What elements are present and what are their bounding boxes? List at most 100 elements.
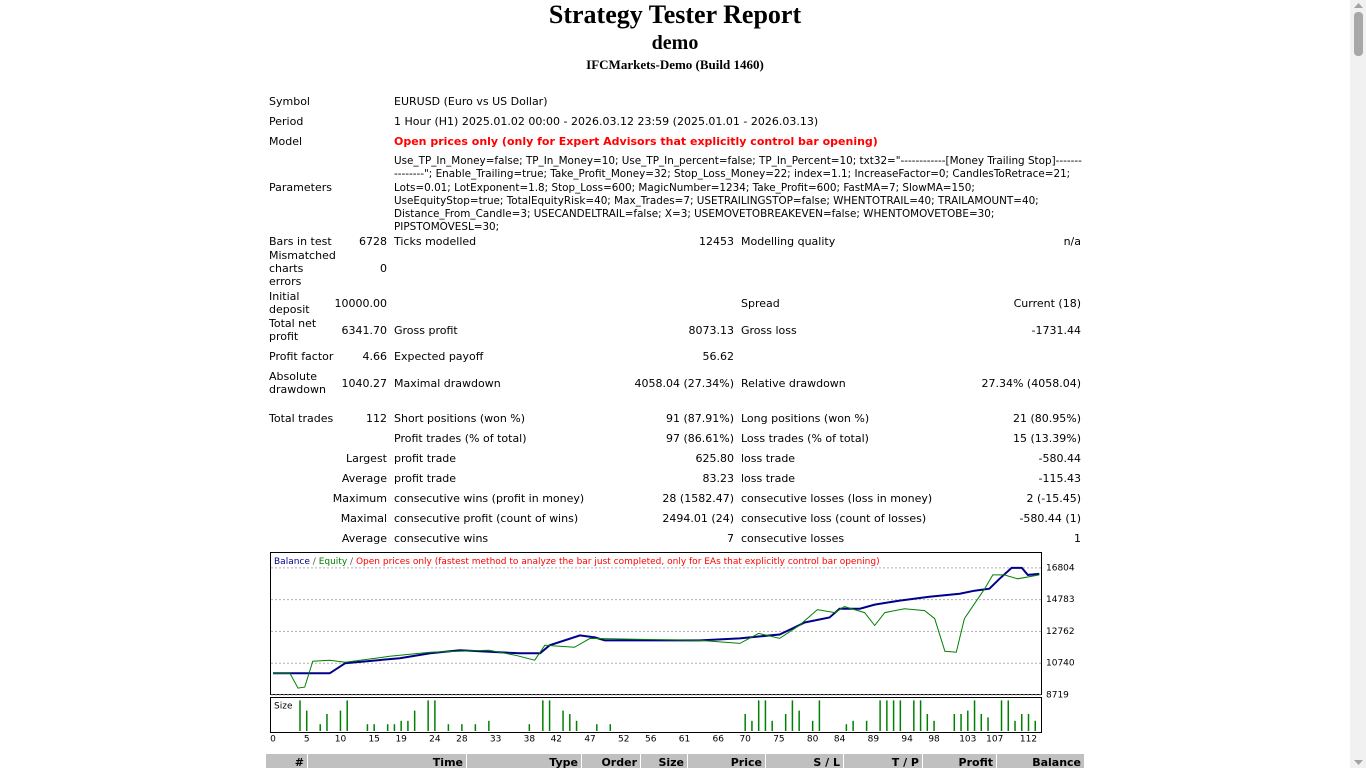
stat-label: Relative drawdown [741, 376, 846, 390]
server-name: IFCMarkets-Demo (Build 1460) [586, 57, 764, 72]
x-tick-label: 47 [584, 735, 595, 745]
stat-value: 83.23 [702, 471, 735, 485]
stat-value: Maximal [340, 511, 387, 525]
table-header-cell: S / L [766, 754, 844, 768]
table-header-cell: Balance [997, 754, 1085, 768]
setting-label: Symbol [269, 95, 310, 108]
setting-value: EURUSD (Euro vs US Dollar) [394, 95, 548, 108]
stat-value: 10000.00 [334, 296, 388, 310]
stat-label: Gross profit [394, 323, 458, 337]
stat-label: consecutive loss (count of losses) [741, 511, 927, 525]
x-tick-label: 103 [959, 735, 976, 745]
x-tick-label: 80 [807, 735, 819, 745]
chart-title: Size [274, 702, 293, 712]
stat-value: 6728 [359, 234, 387, 248]
stat-label: loss trade [741, 451, 796, 465]
stat-label: consecutive losses (loss in money) [741, 491, 933, 505]
report-title: Strategy Tester Report [548, 0, 802, 29]
x-tick-label: 98 [928, 735, 940, 745]
stat-label: Gross loss [741, 323, 797, 337]
setting-label: Parameters [269, 181, 332, 194]
stat-value: 97 (86.61%) [665, 431, 734, 445]
stat-value: Largest [346, 451, 387, 465]
stat-value: 0 [380, 261, 387, 275]
stat-value: 1040.27 [341, 376, 388, 390]
x-tick-label: 75 [773, 735, 784, 745]
stat-label: Mismatched charts errors [269, 248, 336, 288]
x-tick-label: 107 [986, 735, 1003, 745]
y-tick-label: 14783 [1046, 595, 1075, 605]
x-tick-label: 10 [335, 735, 347, 745]
stat-label: consecutive profit (count of wins) [394, 511, 579, 525]
x-tick-label: 38 [524, 735, 536, 745]
scrollbar-track[interactable] [1350, 0, 1366, 768]
stat-label: Spread [741, 296, 780, 310]
y-tick-label: 8719 [1046, 691, 1069, 701]
x-tick-label: 61 [679, 735, 690, 745]
x-tick-label: 0 [270, 735, 276, 745]
series-line [273, 574, 1040, 689]
legend-note: Open prices only (fastest method to anal… [356, 557, 880, 567]
stat-value: -580.44 (1) [1019, 511, 1081, 525]
x-tick-label: 66 [712, 735, 724, 745]
stat-label: Ticks modelled [394, 234, 477, 248]
stat-label: Modelling quality [741, 234, 836, 248]
stat-label: consecutive wins [394, 531, 489, 545]
scrollbar-thumb[interactable] [1354, 12, 1363, 56]
x-tick-label: 52 [618, 735, 629, 745]
stat-value: 15 (13.39%) [1012, 431, 1081, 445]
x-tick-label: 89 [868, 735, 880, 745]
table-header-cell: Time [308, 754, 467, 768]
stat-label: Bars in test [269, 234, 332, 248]
table-header-cell: Size [641, 754, 688, 768]
table-header-cell: T / P [844, 754, 923, 768]
stat-label: Loss trades (% of total) [741, 431, 869, 445]
setting-value: Use_TP_In_Money=false; TP_In_Money=10; U… [394, 155, 1082, 234]
x-tick-label: 112 [1020, 735, 1037, 745]
stat-value: 12453 [699, 234, 734, 248]
stat-label: consecutive losses [741, 531, 845, 545]
table-header-cell: # [266, 754, 308, 768]
stat-label: Maximal drawdown [394, 376, 501, 390]
stat-value: Average [341, 471, 387, 485]
stat-value: 2494.01 (24) [662, 511, 734, 525]
stat-value: n/a [1063, 234, 1081, 248]
stat-label: Profit trades (% of total) [394, 431, 527, 445]
stat-label: consecutive wins (profit in money) [394, 491, 585, 505]
scroll-up-arrow[interactable] [1354, 3, 1363, 8]
x-tick-label: 24 [429, 735, 441, 745]
table-header-cell: Type [467, 754, 582, 768]
setting-label: Period [269, 115, 304, 128]
setting-value: 1 Hour (H1) 2025.01.02 00:00 - 2026.03.1… [394, 115, 819, 128]
x-tick-label: 70 [739, 735, 751, 745]
stat-label: Initial deposit [269, 290, 310, 316]
x-tick-label: 5 [304, 735, 310, 745]
stat-value: 625.80 [695, 451, 735, 465]
stat-label: Absolute drawdown [269, 370, 326, 396]
table-header-cell: Price [688, 754, 766, 768]
x-tick-label: 19 [395, 735, 407, 745]
scroll-down-arrow[interactable] [1354, 760, 1363, 765]
stat-label: Total trades [269, 411, 334, 425]
stat-value: Maximum [332, 491, 387, 505]
stat-label: loss trade [741, 471, 796, 485]
legend-separator: / [313, 557, 317, 567]
stat-label: Short positions (won %) [394, 411, 526, 425]
stat-value: 2 (-15.45) [1026, 491, 1081, 505]
stat-value: Average [341, 531, 387, 545]
stat-value: 1 [1074, 531, 1081, 545]
stat-value: 112 [366, 411, 387, 425]
table-header-cell: Profit [923, 754, 997, 768]
stat-value: 28 (1582.47) [662, 491, 734, 505]
stat-value: 56.62 [702, 349, 735, 363]
stat-label: profit trade [394, 451, 457, 465]
x-tick-label: 33 [490, 735, 501, 745]
x-tick-label: 28 [456, 735, 468, 745]
legend-entry: Balance [274, 557, 310, 567]
stat-value: 91 (87.91%) [665, 411, 734, 425]
stat-value: 4058.04 (27.34%) [634, 376, 734, 390]
x-tick-label: 84 [834, 735, 846, 745]
x-tick-label: 56 [645, 735, 657, 745]
stat-value: 6341.70 [341, 323, 388, 337]
